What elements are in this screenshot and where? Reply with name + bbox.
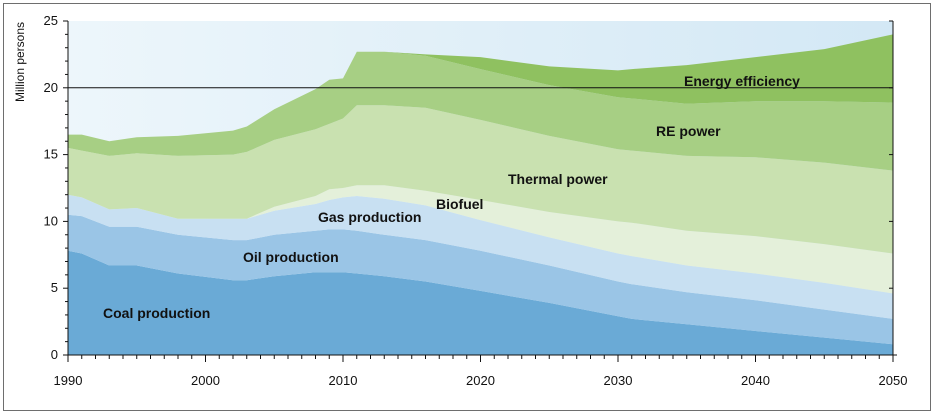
- area-biofuel: [68, 185, 893, 294]
- area-thermal-power: [68, 105, 893, 254]
- y-tick-label: 5: [51, 280, 58, 295]
- series-label-coal-production: Coal production: [103, 305, 210, 321]
- series-label-gas-production: Gas production: [318, 209, 421, 225]
- x-tick-label: 2000: [191, 373, 220, 388]
- x-tick-label: 2030: [604, 373, 633, 388]
- series-label-biofuel: Biofuel: [436, 196, 483, 212]
- series-label-oil-production: Oil production: [243, 249, 339, 265]
- area-coal-production: [68, 250, 893, 355]
- x-tick-label: 2010: [329, 373, 358, 388]
- series-label-re-power: RE power: [656, 123, 721, 139]
- area-re-power: [68, 51, 893, 171]
- y-tick-label: 15: [44, 147, 58, 162]
- y-axis-title: Million persons: [13, 22, 27, 102]
- series-label-energy-efficiency: Energy efficiency: [684, 73, 800, 89]
- area-gas-production: [68, 194, 893, 319]
- x-tick-label: 2040: [741, 373, 770, 388]
- series-label-thermal-power: Thermal power: [508, 171, 608, 187]
- y-tick-label: 0: [51, 347, 58, 362]
- x-tick-label: 2050: [879, 373, 908, 388]
- y-tick-label: 25: [44, 13, 58, 28]
- x-tick-label: 2020: [466, 373, 495, 388]
- x-tick-label: 1990: [54, 373, 83, 388]
- y-tick-label: 20: [44, 80, 58, 95]
- area-oil-production: [68, 214, 893, 345]
- y-tick-label: 10: [44, 213, 58, 228]
